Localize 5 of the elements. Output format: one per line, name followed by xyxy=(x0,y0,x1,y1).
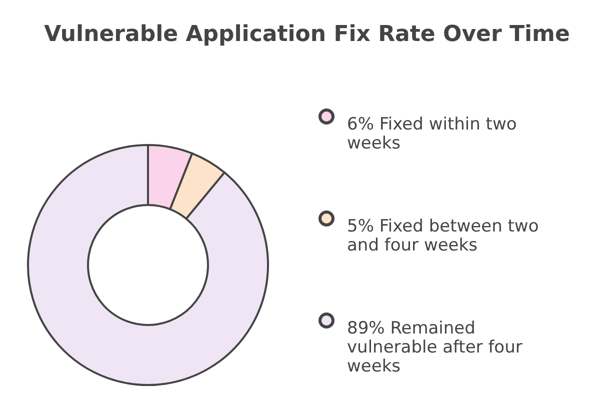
legend-label: 6% Fixed within two weeks xyxy=(347,114,517,154)
legend-label: 5% Fixed between two and four weeks xyxy=(347,216,539,256)
legend-label: 89% Remained vulnerable after four weeks xyxy=(347,318,522,376)
donut-slice xyxy=(27,144,269,386)
chart-title: Vulnerable Application Fix Rate Over Time xyxy=(44,22,570,47)
